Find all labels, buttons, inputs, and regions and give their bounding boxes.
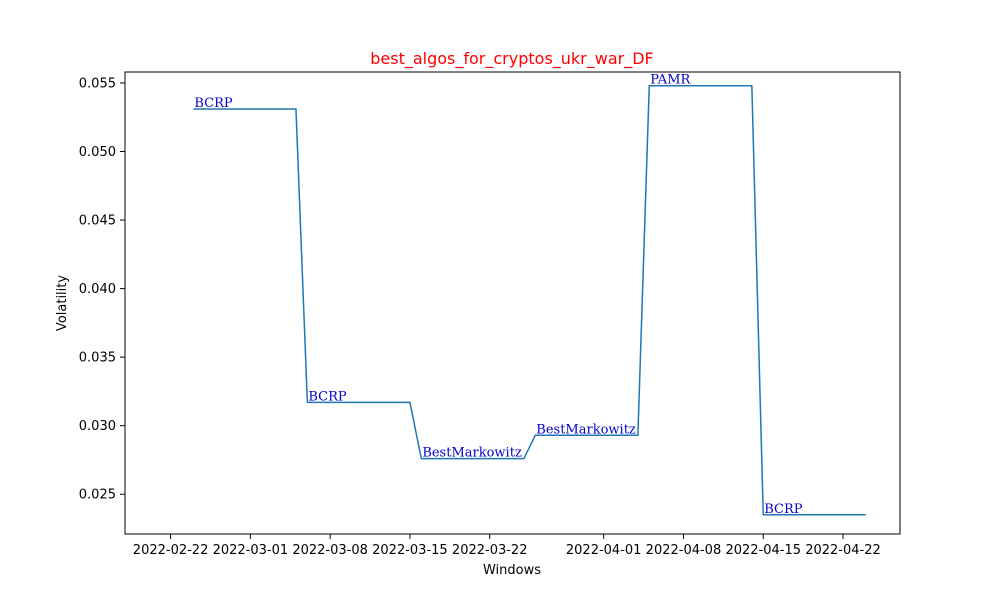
plot-frame [124,71,901,535]
annotation-label: BCRP [194,96,233,111]
x-tick-label: 2022-04-01 [566,543,642,558]
annotation-label: BestMarkowitz [422,446,522,461]
chart-title: best_algos_for_cryptos_ukr_war_DF [370,49,654,69]
y-tick-label: 0.035 [79,351,116,366]
axis-ticks: 2022-02-22 2022-03-01 2022-03-08 2022-03-15… [79,76,881,558]
x-tick-label: 2022-03-22 [452,543,528,558]
y-tick-label: 0.040 [79,282,116,297]
x-tick-label: 2022-04-08 [646,543,722,558]
x-tick-label: 2022-03-15 [372,543,448,558]
series-line-0 [193,84,866,516]
x-tick-label: 2022-04-22 [805,543,881,558]
y-tick-label: 0.055 [79,76,116,91]
y-axis-label: Volatility [55,275,70,331]
y-tick-label: 0.025 [79,488,116,503]
x-tick-label: 2022-03-01 [213,543,289,558]
x-axis-label: Windows [483,563,541,578]
y-tick-label: 0.045 [79,214,116,229]
annotation-label: PAMR [650,73,691,88]
annotation-label: BCRP [308,389,347,404]
y-tick-label: 0.030 [79,419,116,434]
annotation-label: BCRP [764,502,803,517]
annotations: BCRP BCRP BestMarkowitz BestMarkowitz PAMR BC… [194,73,802,517]
plot-area [193,84,866,516]
annotation-label: BestMarkowitz [536,422,636,437]
y-tick-label: 0.050 [79,145,116,160]
x-tick-label: 2022-02-22 [133,543,209,558]
x-tick-label: 2022-03-08 [292,543,368,558]
x-tick-label: 2022-04-15 [725,543,801,558]
